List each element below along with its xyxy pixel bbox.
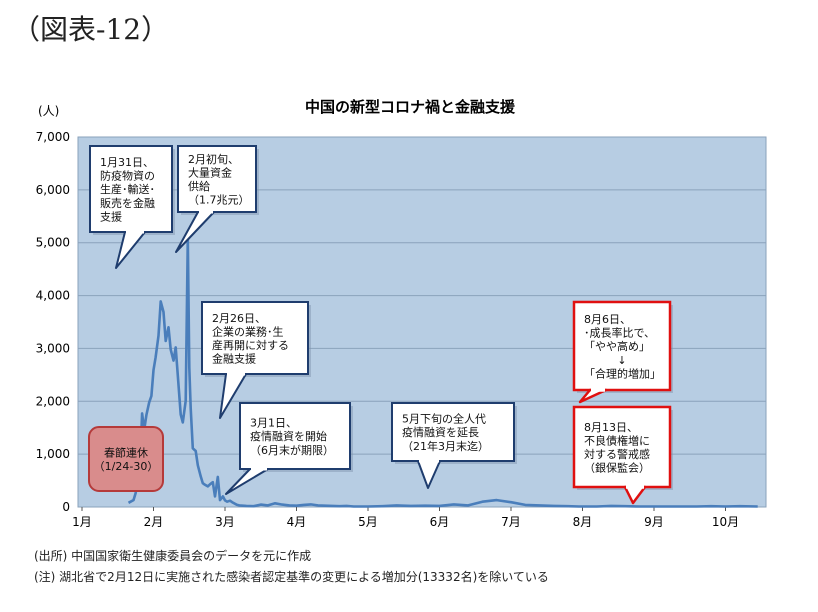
annotation-text: ･成長率比で、	[584, 326, 655, 340]
annotation-text: 春節連休	[104, 445, 148, 459]
annotation-text: （21年3月末迄）	[402, 439, 489, 453]
annotation-text: （銀保監会）	[584, 461, 650, 475]
annotation-text: 支援	[100, 209, 122, 223]
x-tick-label: 3月	[215, 515, 235, 529]
annotation-text: 2月26日、	[212, 312, 266, 325]
chart: 中国の新型コロナ禍と金融支援 (人) 0 1,000 2,000 3,000 4,000…	[36, 98, 767, 529]
annotation-text: （6月末が期限）	[250, 443, 334, 457]
annotation-aug6: 8月6日、･成長率比で、「やや高め」↓「合理的増加」	[572, 300, 673, 404]
chart-title: 中国の新型コロナ禍と金融支援	[305, 98, 516, 116]
callout-box	[89, 145, 173, 233]
annotation-text: 不良債権増に	[584, 433, 650, 447]
annotation-text: ↓	[617, 354, 626, 367]
y-tick-label: 3,000	[36, 341, 70, 355]
callout-box	[88, 426, 164, 492]
x-axis: 1月 2月 3月 4月 5月 6月 7月 8月 9月 10月	[72, 507, 739, 529]
y-axis: 0 1,000 2,000 3,000 4,000 5,000 6,000 7,000	[36, 130, 70, 514]
x-tick-label: 2月	[144, 515, 164, 529]
annotation-text: 5月下旬の全人代	[402, 412, 486, 426]
annotation-text: 販売を金融	[100, 196, 155, 210]
y-tick-label: 2,000	[36, 394, 70, 408]
annotation-text: 「合理的増加」	[584, 366, 661, 380]
x-tick-label: 10月	[712, 515, 739, 529]
y-axis-unit: (人)	[38, 104, 59, 118]
y-tick-label: 5,000	[36, 236, 70, 250]
annotation-text: 8月13日、	[584, 421, 638, 434]
y-tick-label: 4,000	[36, 289, 70, 303]
y-tick-label: 1,000	[36, 447, 70, 461]
callout-box	[177, 145, 257, 213]
annotations: 1月31日、防疫物資の生産･輸送･販売を金融支援2月初旬、大量資金供給（1.7兆…	[88, 145, 673, 505]
y-tick-label: 6,000	[36, 183, 70, 197]
annotation-text: 疫情融資を延長	[402, 425, 479, 439]
annotation-text: 供給	[188, 179, 210, 193]
callout-box	[572, 300, 672, 392]
annotation-text: 2月初旬、	[188, 152, 239, 166]
x-tick-label: 5月	[358, 515, 378, 529]
callout-box	[572, 405, 672, 489]
annotation-text: 8月6日、	[584, 313, 631, 326]
callout-box	[239, 402, 351, 470]
annotation-text: 金融支援	[212, 352, 256, 366]
annotation-spring: 春節連休（1/24-30）	[88, 426, 164, 492]
x-tick-label: 8月	[573, 515, 593, 529]
annotation-text: 「やや高め」	[584, 339, 650, 353]
y-tick-label: 0	[62, 500, 70, 514]
figure-label: （図表-12）	[12, 13, 170, 46]
callout-box	[391, 402, 515, 462]
annotation-text: 対する警戒感	[584, 447, 650, 461]
annotation-text: 産再開に対する	[212, 338, 289, 352]
notes: (出所) 中国国家衛生健康委員会のデータを元に作成 (注) 湖北省で2月12日に…	[34, 546, 549, 588]
annotation-mar1: 3月1日、疫情融資を開始（6月末が期限）	[225, 402, 353, 495]
x-tick-label: 6月	[430, 515, 450, 529]
data-series-line	[127, 236, 758, 508]
annotation-text: 1月31日、	[100, 156, 154, 169]
x-tick-label: 9月	[644, 515, 664, 529]
callout-box	[201, 301, 309, 375]
annotation-text: 大量資金	[188, 165, 232, 179]
annotation-text: 3月1日、	[250, 417, 297, 430]
annotation-text: （1/24-30）	[94, 460, 159, 473]
x-tick-label: 7月	[501, 515, 521, 529]
annotation-text: 疫情融資を開始	[250, 429, 327, 443]
source-note: (出所) 中国国家衛生健康委員会のデータを元に作成	[34, 549, 312, 563]
x-tick-label: 4月	[287, 515, 307, 529]
annotation-text: （1.7兆元）	[188, 194, 250, 207]
footnote: (注) 湖北省で2月12日に実施された感染者認定基準の変更による増加分(1333…	[34, 570, 549, 584]
x-tick-label: 1月	[72, 515, 92, 529]
annotation-text: 生産･輸送･	[100, 182, 155, 196]
annotation-text: 防疫物資の	[100, 169, 155, 183]
y-tick-label: 7,000	[36, 130, 70, 144]
annotation-text: 企業の業務･生	[212, 324, 284, 338]
